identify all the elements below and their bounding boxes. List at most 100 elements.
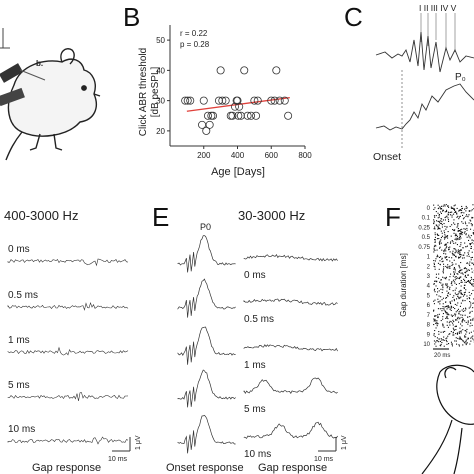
spike (442, 272, 444, 274)
spike (460, 262, 462, 264)
data-point (216, 66, 225, 75)
spike (438, 268, 440, 270)
spike (452, 241, 454, 243)
spike (441, 221, 443, 223)
spike (451, 343, 453, 345)
spike (434, 244, 436, 246)
spike (468, 250, 470, 252)
spike (468, 291, 470, 293)
spike (437, 298, 439, 300)
gap-trace (243, 298, 338, 306)
spike (449, 246, 451, 248)
spike (452, 332, 454, 334)
spike (438, 277, 440, 279)
spike (472, 232, 474, 234)
spike (469, 306, 471, 308)
spike (449, 267, 451, 269)
spike (437, 212, 439, 214)
spike (446, 287, 448, 289)
spike (444, 256, 446, 258)
spike (433, 340, 435, 342)
spike (470, 247, 472, 249)
spike (461, 221, 463, 223)
spike (470, 276, 472, 278)
spike (438, 313, 440, 315)
spike (464, 314, 466, 316)
spike (459, 236, 461, 238)
spike-raster (433, 204, 474, 347)
spike (437, 314, 439, 316)
spike (435, 322, 437, 324)
spike (456, 213, 458, 215)
scale-amp-e: 1 μV (341, 435, 348, 450)
spike (440, 282, 442, 284)
spike (465, 207, 467, 209)
spike (446, 317, 448, 319)
spike (442, 306, 444, 308)
electrode-holder (0, 63, 46, 107)
gap-tick-label: 6 (427, 303, 431, 309)
spike (446, 312, 448, 314)
spike (464, 336, 466, 338)
spike (442, 289, 444, 291)
spike (445, 253, 447, 255)
data-point (275, 96, 284, 105)
spike (449, 214, 451, 216)
spike (454, 315, 456, 317)
spike (456, 244, 458, 246)
spike (464, 231, 466, 233)
spike (448, 314, 450, 316)
spike (454, 252, 456, 254)
x-label-d: Gap response (32, 462, 101, 474)
spike (459, 233, 461, 235)
spike (460, 292, 462, 294)
spike (454, 308, 456, 310)
spike (449, 276, 451, 278)
spike (438, 227, 440, 229)
spike (438, 221, 440, 223)
spike (458, 216, 460, 218)
spike (452, 229, 454, 231)
spike (433, 310, 435, 312)
spike (464, 274, 466, 276)
spike (447, 335, 449, 337)
spike (465, 272, 467, 274)
spike (455, 311, 457, 313)
spike (453, 208, 455, 210)
spike (459, 338, 461, 340)
spike (454, 238, 456, 240)
spike (447, 285, 449, 287)
data-point (250, 96, 259, 105)
spike (440, 220, 442, 222)
spike (469, 312, 471, 314)
spike (434, 234, 436, 236)
spike (463, 292, 465, 294)
spike (461, 281, 463, 283)
spike (447, 267, 449, 269)
panel-label-f: F (385, 202, 401, 232)
spike (459, 238, 461, 240)
spike (450, 307, 452, 309)
spike (441, 257, 443, 259)
spike (443, 266, 445, 268)
spike (437, 227, 439, 229)
spike (468, 239, 470, 241)
data-point (267, 96, 276, 105)
spike (444, 211, 446, 213)
spike (461, 320, 463, 322)
spike (437, 228, 439, 230)
spike (444, 257, 446, 259)
spike (452, 322, 454, 324)
spike (466, 245, 468, 247)
spike (441, 308, 443, 310)
spike (457, 228, 459, 230)
spike (446, 305, 448, 307)
spike (434, 216, 436, 218)
spike (466, 342, 468, 344)
spike (461, 321, 463, 323)
spike (444, 330, 446, 332)
spike (449, 286, 451, 288)
spike (456, 277, 458, 279)
spike (468, 281, 470, 283)
spike (451, 240, 453, 242)
